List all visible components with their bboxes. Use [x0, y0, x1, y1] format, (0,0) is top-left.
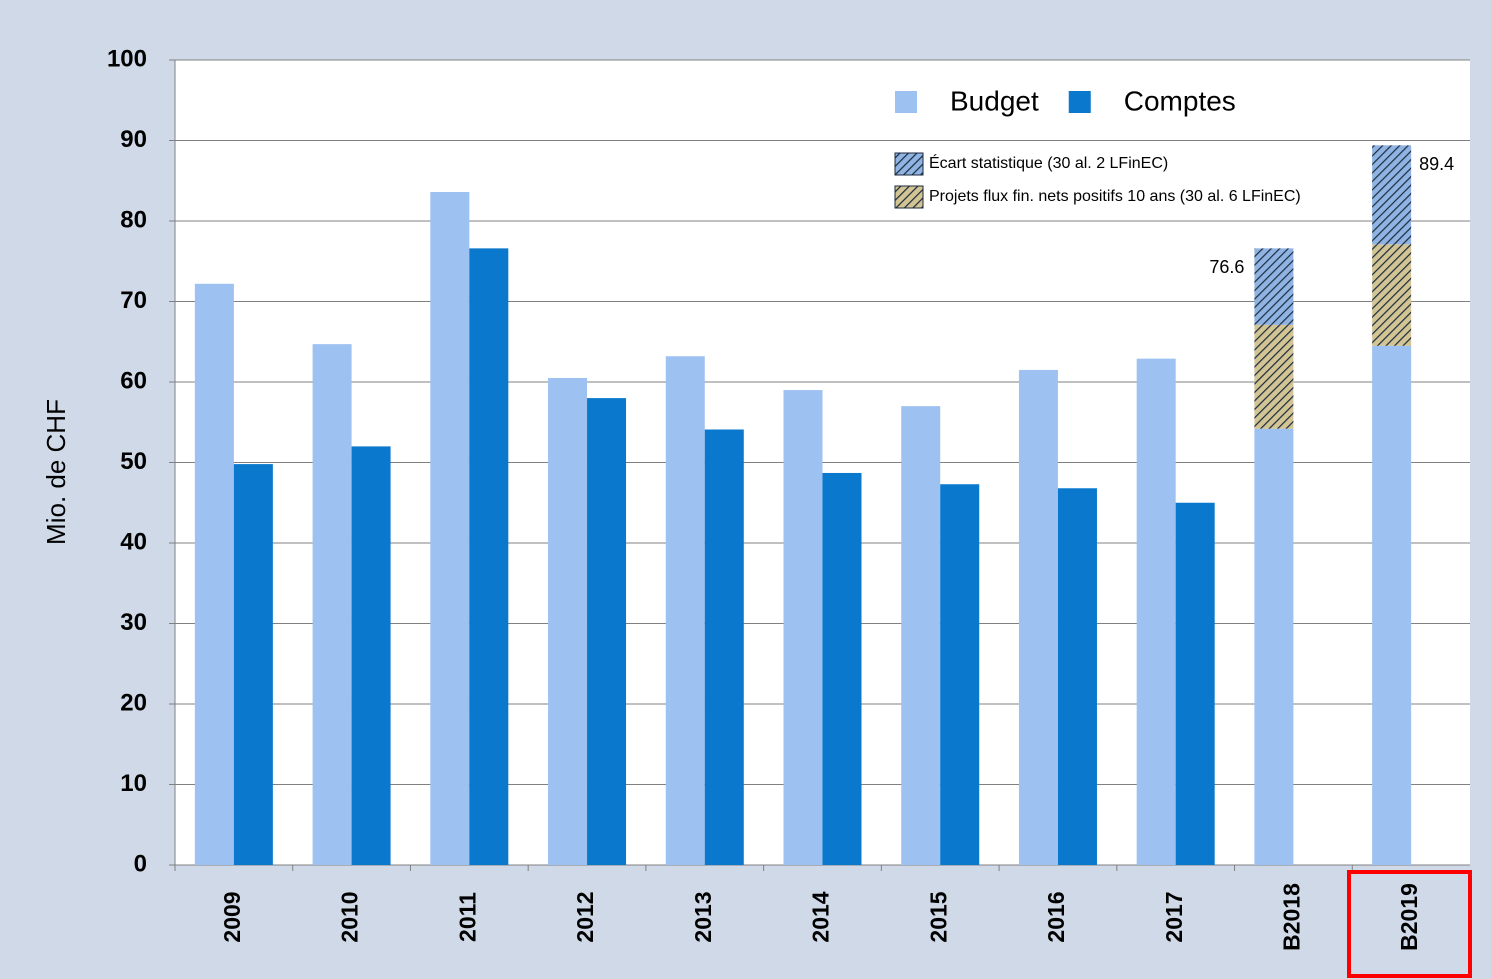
x-tick-label: 2013: [690, 891, 716, 942]
bar: [351, 446, 391, 865]
x-tick-label: B2019: [1396, 883, 1422, 951]
x-tick-label: 2017: [1161, 891, 1187, 942]
stacked-bar: [1254, 248, 1294, 325]
x-tick-label: 2010: [337, 891, 363, 942]
legend-swatch: [895, 91, 917, 113]
y-tick-label: 10: [120, 770, 147, 797]
x-tick-label: 2015: [925, 891, 951, 942]
bar: [940, 484, 980, 865]
y-tick-label: 100: [107, 45, 147, 72]
legend-swatch: [894, 185, 924, 209]
x-tick-label: 2014: [808, 891, 834, 942]
y-tick-label: 90: [120, 126, 147, 153]
highlight-box: [1347, 870, 1472, 978]
bar: [469, 248, 509, 865]
bar: [1372, 345, 1412, 865]
bar: [548, 377, 588, 865]
bar: [233, 464, 273, 865]
bar: [1254, 428, 1294, 865]
legend-label: Projets flux fin. nets positifs 10 ans (…: [929, 188, 1301, 205]
y-tick-label: 0: [134, 850, 147, 877]
x-tick-label: 2012: [572, 891, 598, 942]
stacked-bar: [1372, 145, 1412, 245]
y-tick-label: 80: [120, 206, 147, 233]
legend-swatch: [1068, 91, 1091, 113]
y-tick-label: 40: [120, 528, 147, 555]
legend-label: Comptes: [1124, 85, 1236, 116]
x-tick-label: 2016: [1043, 891, 1069, 942]
bar: [822, 472, 862, 865]
bar: [587, 398, 627, 865]
bar: [1175, 502, 1215, 865]
bar: [665, 356, 705, 865]
bar: [901, 406, 941, 865]
y-tick-label: 20: [120, 689, 147, 716]
y-axis-label: Mio. de CHF: [41, 399, 71, 545]
small-legend-box: [893, 148, 1355, 212]
total-label: 76.6: [1209, 257, 1244, 277]
bar: [1018, 369, 1058, 865]
bar: [312, 344, 352, 865]
x-tick-label: 2009: [219, 891, 245, 942]
y-tick-label: 50: [120, 448, 147, 475]
bar: [194, 283, 234, 865]
x-tick-label: 2011: [454, 892, 480, 942]
total-label: 89.4: [1419, 154, 1454, 174]
y-tick-label: 60: [120, 367, 147, 394]
bar: [1057, 488, 1097, 865]
stacked-bar: [1372, 244, 1412, 346]
stacked-bar: [1254, 324, 1294, 429]
y-tick-label: 30: [120, 609, 147, 636]
bar: [704, 429, 744, 865]
legend-label: Écart statistique (30 al. 2 LFinEC): [929, 153, 1168, 172]
bar: [783, 390, 823, 865]
bar: [430, 192, 470, 865]
bar: [1136, 358, 1176, 865]
legend-label: Budget: [950, 85, 1039, 116]
y-tick-label: 70: [120, 287, 147, 314]
x-tick-label: B2018: [1278, 883, 1304, 951]
legend-swatch: [894, 152, 924, 176]
